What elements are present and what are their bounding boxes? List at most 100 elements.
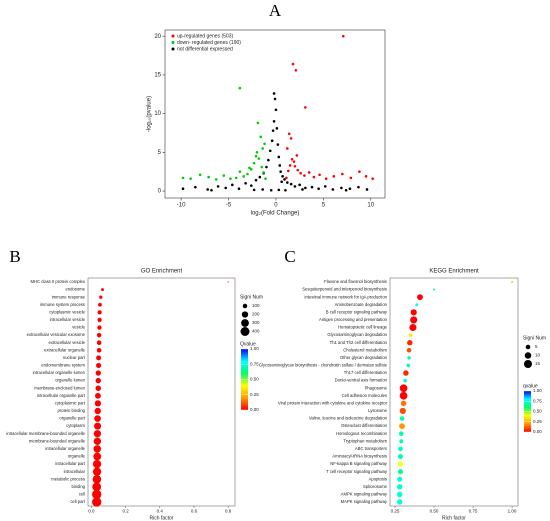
point — [331, 188, 335, 191]
dot — [93, 430, 102, 438]
dot — [396, 499, 403, 505]
dot — [97, 310, 102, 315]
dot — [96, 355, 102, 361]
point — [344, 188, 348, 192]
dot — [399, 384, 408, 393]
category-label: T cell receptor signaling pathway — [326, 469, 388, 474]
dot — [101, 288, 104, 292]
point — [238, 170, 242, 173]
point — [364, 175, 368, 178]
category-label: MAPK signaling pathway — [341, 499, 388, 504]
point — [214, 178, 218, 181]
category-label: organelle part — [59, 416, 85, 421]
point — [317, 187, 320, 191]
x-tick-label: 0.2 — [122, 509, 129, 514]
dot — [400, 400, 407, 407]
point — [189, 177, 192, 180]
size-legend-dot — [240, 327, 250, 336]
category-label: Spliceosome — [363, 484, 388, 489]
chart-title: KEGG Enrichment — [429, 269, 479, 275]
category-label: Phagosome — [365, 385, 388, 390]
point — [348, 187, 352, 191]
point — [293, 185, 297, 188]
category-label: extracellular organelle — [44, 347, 86, 352]
point — [265, 165, 268, 169]
point — [234, 176, 238, 180]
dot — [397, 461, 403, 467]
category-label: Glycosaminoglycan degradation — [327, 332, 387, 337]
size-legend-dot — [525, 344, 531, 350]
category-label: intracellular organelle part — [37, 393, 86, 398]
point — [324, 177, 328, 180]
category-label: cytoplasm — [66, 423, 85, 428]
panel-letter: C — [284, 247, 295, 266]
category-label: Antigen processing and presentation — [319, 317, 388, 322]
size-legend-dot — [242, 303, 248, 309]
x-tick-label: -5 — [226, 203, 232, 209]
dot — [92, 459, 102, 469]
point — [371, 177, 374, 180]
dot — [511, 280, 514, 284]
dot — [410, 309, 417, 316]
point — [289, 137, 293, 140]
point — [254, 154, 258, 158]
y-tick-label: 10 — [154, 111, 161, 117]
point — [248, 166, 251, 170]
point — [246, 172, 249, 176]
category-label: Homologous recombination — [336, 431, 388, 436]
point — [284, 188, 287, 192]
size-legend-dot — [524, 352, 532, 359]
category-label: Osteoclast differentiation — [341, 423, 388, 428]
x-tick-label: 5 — [322, 203, 326, 209]
category-label: Th1 and Th2 cell differentiation — [330, 340, 388, 345]
category-label: Other glycan degradation — [340, 355, 388, 360]
size-legend-dot — [241, 311, 249, 318]
category-label: extracellular vesicular exosome — [27, 332, 86, 337]
point — [299, 171, 302, 175]
point — [288, 164, 292, 167]
dot — [92, 482, 102, 492]
dot — [397, 469, 403, 475]
category-label: organelle — [68, 454, 86, 459]
category-label: cell — [79, 492, 85, 497]
point — [207, 175, 210, 179]
dot — [397, 476, 403, 482]
point — [365, 188, 369, 191]
point — [231, 183, 234, 187]
point — [269, 188, 273, 192]
dot — [94, 422, 102, 430]
dot — [417, 294, 423, 301]
dot — [96, 332, 102, 338]
dot — [407, 339, 413, 346]
point — [181, 187, 185, 191]
plot-frame — [87, 277, 236, 507]
point — [216, 185, 220, 188]
point — [298, 183, 301, 187]
dot — [403, 378, 407, 383]
point — [224, 186, 227, 190]
panel-letter: B — [9, 247, 20, 266]
category-label: protein binding — [58, 408, 86, 413]
y-tick-label: 5 — [158, 150, 162, 156]
size-legend-title: Signi Num — [523, 335, 546, 341]
point — [276, 143, 280, 146]
dot — [94, 392, 101, 399]
dot — [227, 281, 229, 283]
category-label: cytoplasmic vesicle — [49, 309, 86, 314]
category-label: B cell receptor signaling pathway — [326, 309, 388, 314]
x-tick-label: 0.6 — [191, 509, 198, 514]
category-label: Viral protein interaction with cytokine … — [278, 400, 388, 405]
point — [264, 177, 267, 180]
point — [341, 172, 344, 176]
point — [244, 181, 247, 185]
point — [332, 175, 336, 178]
category-label: metabolic process — [51, 476, 85, 481]
category-label: Valine, leucine and isoleucine degradati… — [309, 416, 388, 421]
category-label: Aminoacyl-tRNA biosynthesis — [332, 454, 387, 459]
dot — [95, 377, 101, 384]
point — [270, 139, 274, 143]
category-label: immune system process — [40, 302, 85, 307]
point — [268, 149, 272, 153]
category-label: ABC transporters — [355, 446, 387, 451]
point — [289, 182, 293, 186]
